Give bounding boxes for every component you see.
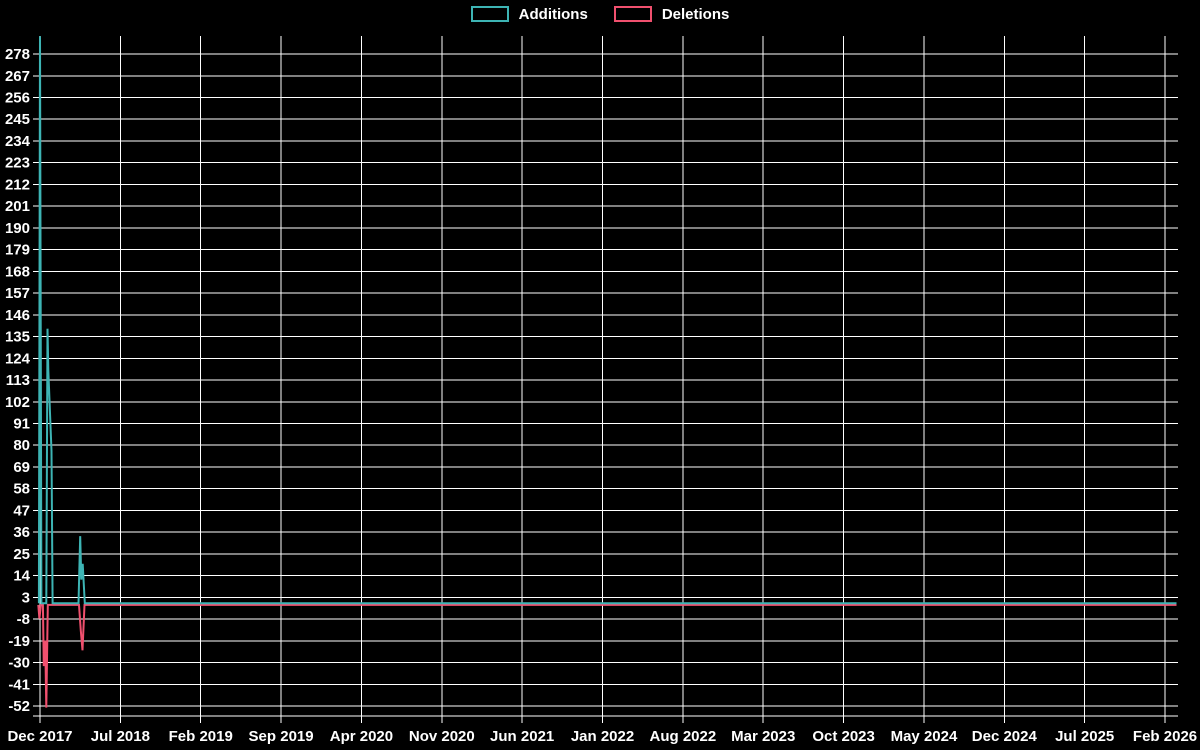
legend-item-additions[interactable]: Additions [470, 5, 588, 23]
deletions-line [37, 603, 1177, 708]
y-tick-label: 146 [5, 307, 30, 324]
y-tick-label: 69 [13, 459, 30, 476]
y-tick-label: -19 [8, 633, 30, 650]
y-tick-label: 212 [5, 176, 30, 193]
x-tick-label: Jul 2018 [91, 728, 150, 745]
x-tick-label: Dec 2024 [972, 728, 1038, 745]
y-tick-label: 3 [22, 589, 30, 606]
y-tick-label: 245 [5, 111, 30, 128]
y-tick-label: 267 [5, 68, 30, 85]
y-tick-label: 25 [13, 546, 30, 563]
y-tick-label: 124 [5, 350, 31, 367]
x-tick-label: Jun 2021 [490, 728, 554, 745]
additions-legend-label: Additions [518, 5, 588, 23]
legend-item-deletions[interactable]: Deletions [613, 5, 730, 23]
y-tick-label: 256 [5, 89, 30, 106]
y-tick-label: 179 [5, 242, 30, 259]
y-tick-label: 36 [13, 524, 30, 541]
y-tick-label: -30 [8, 655, 30, 672]
y-tick-label: 91 [13, 416, 30, 433]
deletions-legend-label: Deletions [661, 5, 730, 23]
x-tick-label: May 2024 [891, 728, 958, 745]
y-tick-label: 135 [5, 329, 30, 346]
y-tick-label: 47 [13, 502, 30, 519]
legend: Additions Deletions [0, 6, 1200, 22]
y-tick-label: 58 [13, 481, 30, 498]
y-tick-label: -8 [17, 611, 30, 628]
y-tick-label: 113 [6, 372, 30, 389]
x-tick-label: Jul 2025 [1055, 728, 1114, 745]
x-tick-label: Feb 2026 [1133, 728, 1197, 745]
y-tick-label: 80 [13, 437, 30, 454]
y-tick-label: 223 [5, 155, 30, 172]
additions-swatch [470, 6, 509, 22]
y-tick-label: 190 [5, 220, 30, 237]
y-tick-label: 14 [13, 568, 30, 585]
x-tick-label: Sep 2019 [249, 728, 314, 745]
y-tick-label: 168 [5, 263, 30, 280]
x-tick-label: Nov 2020 [409, 728, 475, 745]
x-tick-label: Jan 2022 [571, 728, 634, 745]
deletions-swatch [613, 6, 652, 22]
y-tick-label: -52 [8, 698, 30, 715]
x-tick-label: Aug 2022 [650, 728, 717, 745]
y-tick-label: -41 [8, 676, 30, 693]
y-tick-label: 201 [5, 198, 30, 215]
x-tick-label: Oct 2023 [812, 728, 875, 745]
x-tick-label: Mar 2023 [731, 728, 795, 745]
x-tick-label: Dec 2017 [7, 728, 72, 745]
y-tick-label: 102 [5, 394, 30, 411]
y-tick-label: 278 [5, 46, 30, 63]
x-tick-label: Feb 2019 [169, 728, 233, 745]
y-tick-label: 234 [5, 133, 31, 150]
y-tick-label: 157 [5, 285, 30, 302]
x-tick-label: Apr 2020 [330, 728, 393, 745]
additions-line [37, 36, 1177, 605]
